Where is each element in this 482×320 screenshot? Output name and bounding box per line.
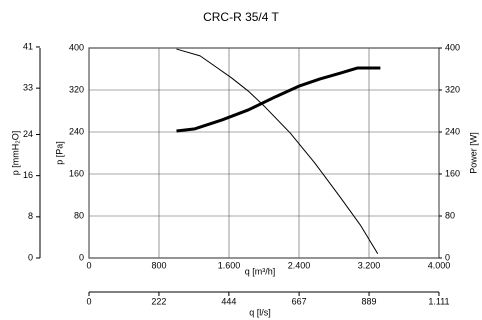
y3-tick-label: 41 [23, 41, 33, 51]
x-tick-label: 1.600 [218, 260, 241, 270]
y-tick-label: 0 [79, 252, 84, 262]
x-tick-label: 0 [86, 260, 91, 270]
y2-axis-label: Power [W] [468, 132, 478, 174]
y-tick-label: 80 [74, 210, 84, 220]
curve [176, 66, 381, 133]
y3-axis-label: p [mmH₂O] [10, 131, 20, 176]
chart-title: CRC-R 35/4 T [203, 10, 279, 24]
x-tick-label: 800 [151, 260, 166, 270]
x-tick-label: 4.000 [428, 260, 451, 270]
y-axis-label: p [Pa] [54, 141, 64, 165]
x2-axis-label: q [l/s] [249, 307, 271, 317]
plot-frame [88, 47, 440, 259]
y2-tick-label: 0 [445, 252, 450, 262]
y3-tick-label: 16 [23, 170, 33, 180]
y2-tick-label: 160 [445, 168, 460, 178]
x-tick-label: 2.400 [288, 260, 311, 270]
y3-tick-label: 0 [28, 252, 33, 262]
x-tick-label: 3.200 [358, 260, 381, 270]
y3-tick-label: 33 [23, 83, 33, 93]
y2-tick-label: 400 [445, 42, 460, 52]
y-tick-label: 240 [69, 126, 84, 136]
y2-tick-label: 320 [445, 84, 460, 94]
y2-tick-label: 80 [445, 210, 455, 220]
y3-tick-label: 24 [23, 129, 33, 139]
x2-tick-label: 1.111 [428, 296, 449, 306]
x-axis-label: q [m³/h] [245, 266, 276, 276]
x2-tick-label: 444 [221, 296, 236, 306]
y-tick-label: 160 [69, 168, 84, 178]
y-tick-label: 400 [69, 42, 84, 52]
x2-tick-label: 667 [292, 296, 307, 306]
y-tick-label: 320 [69, 84, 84, 94]
y3-tick-label: 8 [28, 211, 33, 221]
y2-tick-label: 240 [445, 126, 460, 136]
x2-tick-label: 889 [362, 296, 377, 306]
curve [176, 48, 379, 255]
x2-tick-label: 0 [86, 296, 91, 306]
x2-tick-label: 222 [151, 296, 166, 306]
